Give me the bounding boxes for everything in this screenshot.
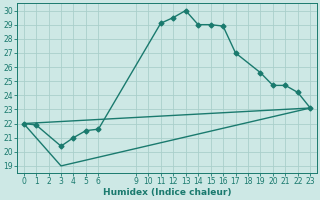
X-axis label: Humidex (Indice chaleur): Humidex (Indice chaleur) <box>103 188 231 197</box>
